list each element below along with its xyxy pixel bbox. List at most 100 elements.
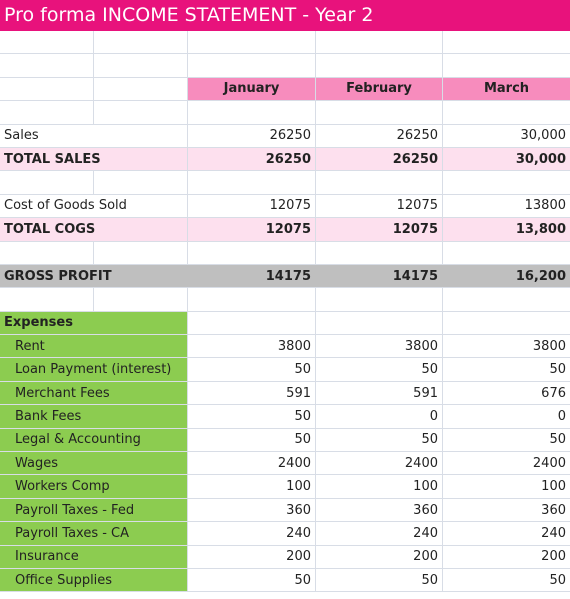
value-cell[interactable]: 360 [541,502,566,518]
cell[interactable] [94,241,188,264]
value-cell[interactable]: 50 [549,432,566,448]
expense-label[interactable]: Loan Payment (interest) [0,358,188,381]
cell[interactable] [188,311,316,335]
cell[interactable] [188,31,316,54]
value-cell[interactable]: 100 [188,475,316,498]
cell[interactable] [0,241,94,264]
row-label-total-sales[interactable]: TOTAL SALES [0,147,188,171]
expense-label[interactable]: Workers Comp [0,475,188,498]
value-cell[interactable]: 14175 [188,264,316,288]
cell[interactable] [94,288,188,311]
cell[interactable] [188,54,316,77]
cell[interactable] [316,171,443,194]
value-cell[interactable]: 26250 [316,124,443,147]
value-cell[interactable]: 200 [188,545,316,568]
cell[interactable] [0,54,94,77]
value-cell[interactable]: 26250 [316,147,443,171]
row-label-sales[interactable]: Sales [0,124,188,147]
value-cell[interactable]: 13,800 [515,221,566,237]
expense-label[interactable]: Merchant Fees [0,381,188,405]
value-cell[interactable]: 2400 [188,452,316,475]
cell[interactable] [316,101,443,124]
cell[interactable] [0,77,94,101]
value-cell[interactable]: 50 [316,568,443,592]
expense-label[interactable]: Payroll Taxes - CA [0,522,188,545]
expense-label[interactable]: Bank Fees [0,405,188,428]
value-cell[interactable]: 591 [188,381,316,405]
value-cell[interactable]: 0 [557,408,566,424]
cell[interactable] [316,288,443,311]
cell[interactable] [0,31,94,54]
value-cell[interactable]: 100 [316,475,443,498]
cell[interactable] [94,77,188,101]
cell[interactable] [94,101,188,124]
row-label-gross-profit[interactable]: GROSS PROFIT [0,264,188,288]
row-label-total-cogs[interactable]: TOTAL COGS [0,218,188,241]
cell[interactable] [188,101,316,124]
cell[interactable] [443,171,570,193]
cell[interactable] [443,101,570,123]
value-cell[interactable]: 26250 [188,147,316,171]
value-cell[interactable]: 240 [541,525,566,541]
value-cell[interactable]: 12075 [188,194,316,218]
value-cell[interactable]: 50 [188,358,316,381]
value-cell[interactable]: 676 [541,385,566,401]
cell[interactable] [0,171,94,194]
cell[interactable] [94,171,188,194]
value-cell[interactable]: 50 [188,428,316,452]
value-cell[interactable]: 26250 [188,124,316,147]
value-cell[interactable]: 360 [316,498,443,522]
cell[interactable] [188,241,316,264]
value-cell[interactable]: 50 [549,572,566,588]
value-cell[interactable]: 30,000 [515,151,566,167]
expense-label[interactable]: Office Supplies [0,568,188,592]
value-cell[interactable]: 12075 [316,218,443,241]
value-cell[interactable]: 50 [549,362,566,378]
cell[interactable] [443,242,570,264]
cell[interactable] [443,312,570,334]
value-cell[interactable]: 3800 [188,335,316,358]
value-cell[interactable]: 591 [316,381,443,405]
cell[interactable] [0,101,94,124]
month-header-march[interactable]: March [443,77,570,101]
value-cell[interactable]: 2400 [532,455,566,471]
value-cell[interactable]: 0 [316,405,443,428]
value-cell[interactable]: 16,200 [515,268,566,284]
value-cell[interactable]: 3800 [532,338,566,354]
value-cell[interactable]: 30,000 [520,128,567,144]
value-cell[interactable]: 200 [541,549,566,565]
value-cell[interactable]: 12075 [188,218,316,241]
value-cell[interactable]: 14175 [316,264,443,288]
value-cell[interactable]: 200 [316,545,443,568]
expenses-header[interactable]: Expenses [0,311,188,335]
cell[interactable] [0,288,94,311]
value-cell[interactable]: 50 [316,428,443,452]
value-cell[interactable]: 50 [188,568,316,592]
expense-label[interactable]: Insurance [0,545,188,568]
expense-label[interactable]: Legal & Accounting [0,428,188,452]
value-cell[interactable]: 2400 [316,452,443,475]
expense-label[interactable]: Rent [0,335,188,358]
month-header-january[interactable]: January [188,77,316,101]
value-cell[interactable]: 12075 [316,194,443,218]
value-cell[interactable]: 100 [541,479,566,495]
month-header-february[interactable]: February [316,77,443,101]
value-cell[interactable]: 50 [188,405,316,428]
expense-label[interactable]: Wages [0,452,188,475]
cell[interactable] [188,288,316,311]
value-cell[interactable]: 3800 [316,335,443,358]
value-cell[interactable]: 360 [188,498,316,522]
cell[interactable] [316,241,443,264]
cell[interactable] [443,54,570,76]
value-cell[interactable]: 13800 [524,198,566,214]
cell[interactable] [316,54,443,77]
cell[interactable] [94,31,188,54]
row-label-cogs[interactable]: Cost of Goods Sold [0,194,188,218]
expense-label[interactable]: Payroll Taxes - Fed [0,498,188,522]
cell[interactable] [443,31,570,53]
value-cell[interactable]: 50 [316,358,443,381]
cell[interactable] [316,311,443,335]
cell[interactable] [316,31,443,54]
value-cell[interactable]: 240 [188,522,316,545]
value-cell[interactable]: 240 [316,522,443,545]
